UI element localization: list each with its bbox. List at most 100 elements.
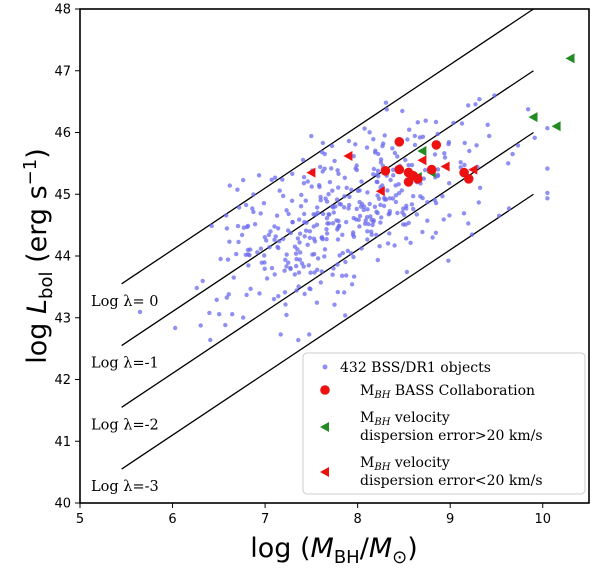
bss-dr1-point <box>198 323 203 328</box>
bss-dr1-point <box>292 272 297 277</box>
bss-dr1-point <box>309 184 314 189</box>
bss-dr1-point <box>299 261 305 266</box>
bss-dr1-point <box>506 161 511 166</box>
bss-dr1-point <box>307 286 312 291</box>
bss-dr1-point <box>343 259 348 265</box>
bss-dr1-point <box>387 231 392 236</box>
bss-dr1-point <box>349 282 355 287</box>
bss-dr1-point <box>411 206 416 212</box>
bss-dr1-point <box>137 309 143 315</box>
bss-dr1-point <box>288 266 293 272</box>
bss-dr1-point <box>207 310 212 316</box>
legend-label-red-tri-1: MBH velocity <box>360 455 450 473</box>
bss-dr1-point <box>327 212 332 217</box>
bss-dr1-point <box>369 229 374 234</box>
bss-dr1-point <box>432 197 437 203</box>
bss-dr1-point <box>371 166 377 172</box>
bss-dr1-point <box>336 171 341 176</box>
legend-label-green-2: dispersion error>20 km/s <box>360 428 543 444</box>
bss-dr1-point <box>251 209 256 215</box>
bss-dr1-point <box>432 152 438 157</box>
bss-dr1-point <box>485 122 490 128</box>
bass-collaboration-marker <box>394 137 405 147</box>
velocity-dispersion-low-error-marker <box>375 186 385 197</box>
bass-collaboration-marker <box>394 164 405 175</box>
bss-dr1-point <box>442 151 447 156</box>
bss-dr1-point <box>311 224 316 229</box>
bass-collaboration-marker <box>426 164 437 175</box>
bss-dr1-point <box>324 227 329 232</box>
bss-dr1-point <box>510 151 515 157</box>
bss-dr1-point <box>338 202 344 207</box>
bss-dr1-point <box>318 280 323 285</box>
bss-dr1-point <box>230 312 235 317</box>
bss-dr1-point <box>307 332 312 337</box>
bss-dr1-point <box>403 222 408 227</box>
bss-dr1-point <box>379 215 384 220</box>
bss-dr1-point <box>272 224 277 229</box>
bss-dr1-point <box>224 226 230 231</box>
bss-dr1-point <box>451 120 456 126</box>
bss-dr1-point <box>255 250 260 255</box>
bass-collaboration-points <box>306 53 575 197</box>
bss-dr1-point <box>330 272 335 277</box>
bss-dr1-point <box>319 235 324 240</box>
bss-dr1-point <box>342 290 347 295</box>
x-tick-label: 5 <box>76 512 84 527</box>
bss-dr1-point <box>462 140 467 146</box>
bss-dr1-point <box>473 102 478 107</box>
bss-dr1-point <box>278 332 283 337</box>
bss-dr1-point <box>415 120 420 125</box>
bss-dr1-point <box>324 199 330 204</box>
bss-dr1-point <box>258 246 264 251</box>
bss-dr1-point <box>343 313 348 318</box>
bss-dr1-point <box>420 229 425 235</box>
bss-dr1-point <box>311 212 316 217</box>
legend-marker-green-triangle <box>320 422 329 432</box>
bss-dr1-point <box>327 179 333 185</box>
bss-dr1-point <box>442 155 448 160</box>
bss-dr1-point <box>383 100 389 105</box>
legend-box <box>302 352 586 495</box>
bss-dr1-point <box>299 192 304 198</box>
bss-dr1-point <box>395 154 400 159</box>
bss-dr1-point <box>298 250 303 255</box>
bss-dr1-point <box>492 93 497 98</box>
bass-collaboration-marker <box>463 174 474 184</box>
bss-dr1-point <box>285 228 291 233</box>
bss-dr1-point <box>411 194 416 199</box>
bss-dr1-point <box>330 221 336 226</box>
bss-dr1-point <box>208 337 213 343</box>
bss-dr1-point <box>244 224 250 230</box>
bss-dr1-point <box>214 297 219 302</box>
bss-dr1-point <box>404 236 409 241</box>
velocity-dispersion-low-error-marker <box>440 161 450 172</box>
x-tick-label: 7 <box>261 512 269 527</box>
bss-dr1-point <box>354 206 359 212</box>
bss-dr1-point <box>250 206 255 211</box>
bss-dr1-point <box>257 291 262 296</box>
bss-dr1-point <box>378 202 383 208</box>
bss-dr1-point <box>407 127 412 132</box>
bss-dr1-point <box>334 197 340 202</box>
bss-dr1-point <box>235 223 241 229</box>
y-tick-label: 41 <box>54 435 71 450</box>
velocity-dispersion-low-error-marker <box>306 167 316 178</box>
bss-dr1-point <box>335 262 340 267</box>
bss-dr1-point <box>340 232 345 237</box>
bss-dr1-point <box>459 121 465 126</box>
bss-dr1-point <box>302 234 307 239</box>
velocity-dispersion-high-error-marker <box>551 121 561 132</box>
bss-dr1-point <box>307 229 313 234</box>
bss-dr1-point <box>351 154 356 159</box>
bss-dr1-point <box>545 196 550 201</box>
bss-dr1-point <box>391 167 396 172</box>
y-tick-label: 47 <box>54 64 71 79</box>
bss-dr1-point <box>298 204 304 209</box>
bss-dr1-point <box>320 211 326 217</box>
bss-dr1-point <box>302 291 307 297</box>
y-tick-label: 42 <box>54 373 71 388</box>
bss-dr1-point <box>289 198 295 203</box>
x-tick-label: 6 <box>168 512 176 527</box>
bss-dr1-point <box>336 185 341 190</box>
